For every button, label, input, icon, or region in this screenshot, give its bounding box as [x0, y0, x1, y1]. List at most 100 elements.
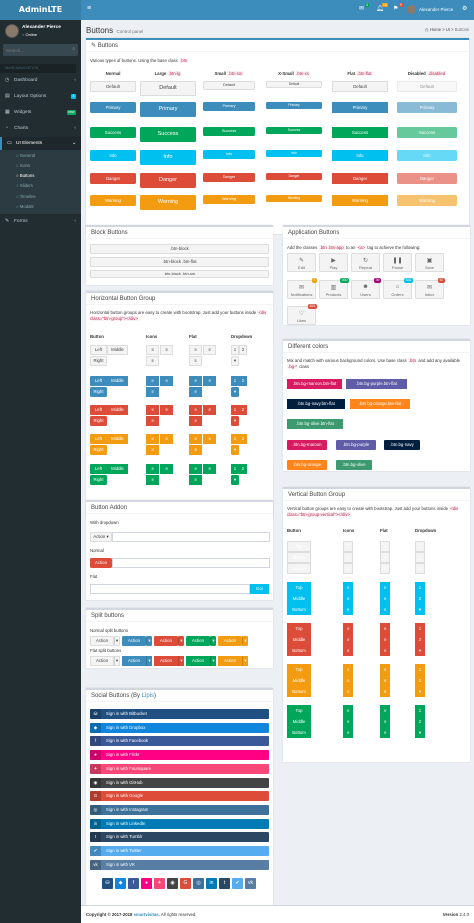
success-large-button[interactable]: Success — [140, 127, 196, 142]
group-align-icon[interactable]: ≡ — [146, 475, 159, 485]
flat-align-icon[interactable]: ≡ — [189, 434, 202, 444]
success-normal-button[interactable]: Success — [90, 127, 136, 138]
topbar-user-name[interactable]: Alexander Pierce — [419, 7, 454, 12]
chevron-down-icon[interactable]: ▾ — [231, 475, 239, 485]
chevron-down-icon[interactable]: ▾ — [415, 604, 425, 615]
addon-action-dropdown[interactable]: Action ▾ — [90, 532, 112, 542]
split-action-button[interactable]: Action — [122, 636, 146, 646]
group-left-button[interactable]: Left — [90, 376, 107, 386]
vgroup-align-icon[interactable]: ≡ — [343, 593, 353, 604]
dropbox-icon[interactable]: ◆ — [115, 878, 126, 889]
color-button[interactable]: .btn.bg-maroon — [287, 440, 327, 450]
vgroup-flat-align-icon[interactable]: ≡ — [380, 563, 390, 574]
vgroup-align-icon[interactable]: ≡ — [343, 623, 353, 634]
vgroup-middle-button[interactable]: Middle — [287, 716, 311, 727]
group-left-button[interactable]: Left — [90, 464, 107, 474]
split-action-button[interactable]: Action — [90, 636, 114, 646]
social-signin-button[interactable]: ✦ Sign in with Foursquare — [90, 763, 269, 774]
dropdown-1-button[interactable]: 1 — [231, 464, 239, 474]
vgroup-align-icon[interactable]: ≡ — [343, 552, 353, 563]
social-signin-button[interactable]: vk Sign in with VK — [90, 859, 269, 870]
danger-flat-button[interactable]: Danger — [332, 173, 388, 184]
app-button-likes[interactable]: ♡ Likes 891 — [287, 304, 317, 325]
social-signin-button[interactable]: ◆ Sign in with Dropbox — [90, 722, 269, 733]
dropdown-1-button[interactable]: 1 — [231, 345, 239, 355]
warning-flat-button[interactable]: Warning — [332, 195, 388, 206]
addon-action-button[interactable]: Action — [90, 558, 112, 568]
split-caret-button[interactable]: ▾ — [178, 656, 184, 666]
dropdown-2-button[interactable]: 2 — [239, 434, 247, 444]
split-action-button[interactable]: Action — [154, 636, 178, 646]
group-align-icon[interactable]: ≡ — [146, 376, 159, 386]
group-align-icon[interactable]: ≡ — [146, 416, 159, 426]
chevron-down-icon[interactable]: ▾ — [231, 445, 239, 455]
app-button-notifications[interactable]: ✉ Notifications 3 — [287, 278, 317, 299]
flat-align-icon[interactable]: ≡ — [189, 416, 202, 426]
vgroup-align-icon[interactable]: ≡ — [343, 563, 353, 574]
vgroup-align-icon[interactable]: ≡ — [343, 705, 353, 716]
vgroup-dropdown-2[interactable]: 2 — [415, 634, 425, 645]
lipis-link[interactable]: Lipis — [141, 693, 155, 699]
app-button-users[interactable]: ☻ Users 39 — [351, 278, 381, 299]
flat-align-icon[interactable]: ≡ — [189, 376, 202, 386]
chevron-down-icon[interactable]: ▾ — [231, 416, 239, 426]
flat-align-icon[interactable]: ≡ — [189, 475, 202, 485]
github-icon[interactable]: ◉ — [167, 878, 178, 889]
group-middle-button[interactable]: Middle — [107, 405, 128, 415]
facebook-icon[interactable]: f — [128, 878, 139, 889]
vgroup-bottom-button[interactable]: Bottom — [287, 645, 311, 656]
google-icon[interactable]: G — [180, 878, 191, 889]
vgroup-align-icon[interactable]: ≡ — [343, 582, 353, 593]
block-small-button[interactable]: .btn-block .btn-sm — [90, 270, 269, 278]
vgroup-dropdown-2[interactable]: 2 — [415, 593, 425, 604]
vgroup-align-icon[interactable]: ≡ — [343, 716, 353, 727]
dropdown-1-button[interactable]: 1 — [231, 376, 239, 386]
group-right-button[interactable]: Right — [90, 416, 107, 426]
vgroup-align-icon[interactable]: ≡ — [343, 634, 353, 645]
split-caret-button[interactable]: ▾ — [242, 656, 248, 666]
instagram-icon[interactable]: ◎ — [193, 878, 204, 889]
tumblr-icon[interactable]: t — [219, 878, 230, 889]
warning-normal-button[interactable]: Warning — [90, 195, 136, 206]
group-right-button[interactable]: Right — [90, 387, 107, 397]
vgroup-bottom-button[interactable]: Bottom — [287, 604, 311, 615]
default-flat-button[interactable]: Default — [332, 81, 388, 92]
vgroup-bottom-button[interactable]: Bottom — [287, 686, 311, 697]
vgroup-flat-align-icon[interactable]: ≡ — [380, 716, 390, 727]
dropdown-2-button[interactable]: 2 — [239, 464, 247, 474]
chevron-down-icon[interactable]: ▾ — [415, 686, 425, 697]
info-large-button[interactable]: Info — [140, 150, 196, 165]
vgroup-top-button[interactable]: Top — [287, 664, 311, 675]
group-align-icon[interactable]: ≡ — [146, 405, 159, 415]
flat-align-icon[interactable]: ≡ — [189, 445, 202, 455]
app-button-play[interactable]: ▶ Play — [319, 253, 348, 272]
block-flat-button[interactable]: .btn-block .btn-flat — [90, 257, 269, 267]
split-action-button[interactable]: Action — [218, 656, 242, 666]
split-action-button[interactable]: Action — [186, 656, 210, 666]
chevron-down-icon[interactable]: ▾ — [415, 563, 425, 574]
vgroup-flat-align-icon[interactable]: ≡ — [380, 705, 390, 716]
success-flat-button[interactable]: Success — [332, 127, 388, 138]
vgroup-flat-align-icon[interactable]: ≡ — [380, 675, 390, 686]
group-right-button[interactable]: Right — [90, 356, 107, 366]
split-caret-button[interactable]: ▾ — [114, 636, 120, 646]
group-align-icon[interactable]: ≡ — [146, 434, 159, 444]
flat-align-icon[interactable]: ≡ — [203, 376, 216, 386]
success-xsmall-button[interactable]: Success — [266, 127, 322, 134]
vgroup-bottom-button[interactable]: Bottom — [287, 563, 311, 574]
split-caret-button[interactable]: ▾ — [146, 636, 152, 646]
flat-align-icon[interactable]: ≡ — [189, 356, 202, 366]
social-signin-button[interactable]: in Sign in with LinkedIn — [90, 818, 269, 829]
sidebar-item-forms[interactable]: ✎ Forms ‹ — [0, 215, 81, 228]
addon-dropdown-input[interactable] — [112, 532, 270, 542]
group-align-icon[interactable]: ≡ — [146, 387, 159, 397]
chevron-down-icon[interactable]: ▾ — [231, 356, 239, 366]
warning-xsmall-button[interactable]: Warning — [266, 195, 322, 202]
color-button[interactable]: .btn.bg-navy — [384, 440, 420, 450]
vgroup-top-button[interactable]: Top — [287, 541, 311, 552]
mail-icon[interactable]: ✉ — [359, 6, 365, 12]
group-align-icon[interactable]: ≡ — [160, 434, 173, 444]
vk-icon[interactable]: vk — [245, 878, 256, 889]
primary-xsmall-button[interactable]: Primary — [266, 102, 322, 109]
primary-flat-button[interactable]: Primary — [332, 102, 388, 113]
